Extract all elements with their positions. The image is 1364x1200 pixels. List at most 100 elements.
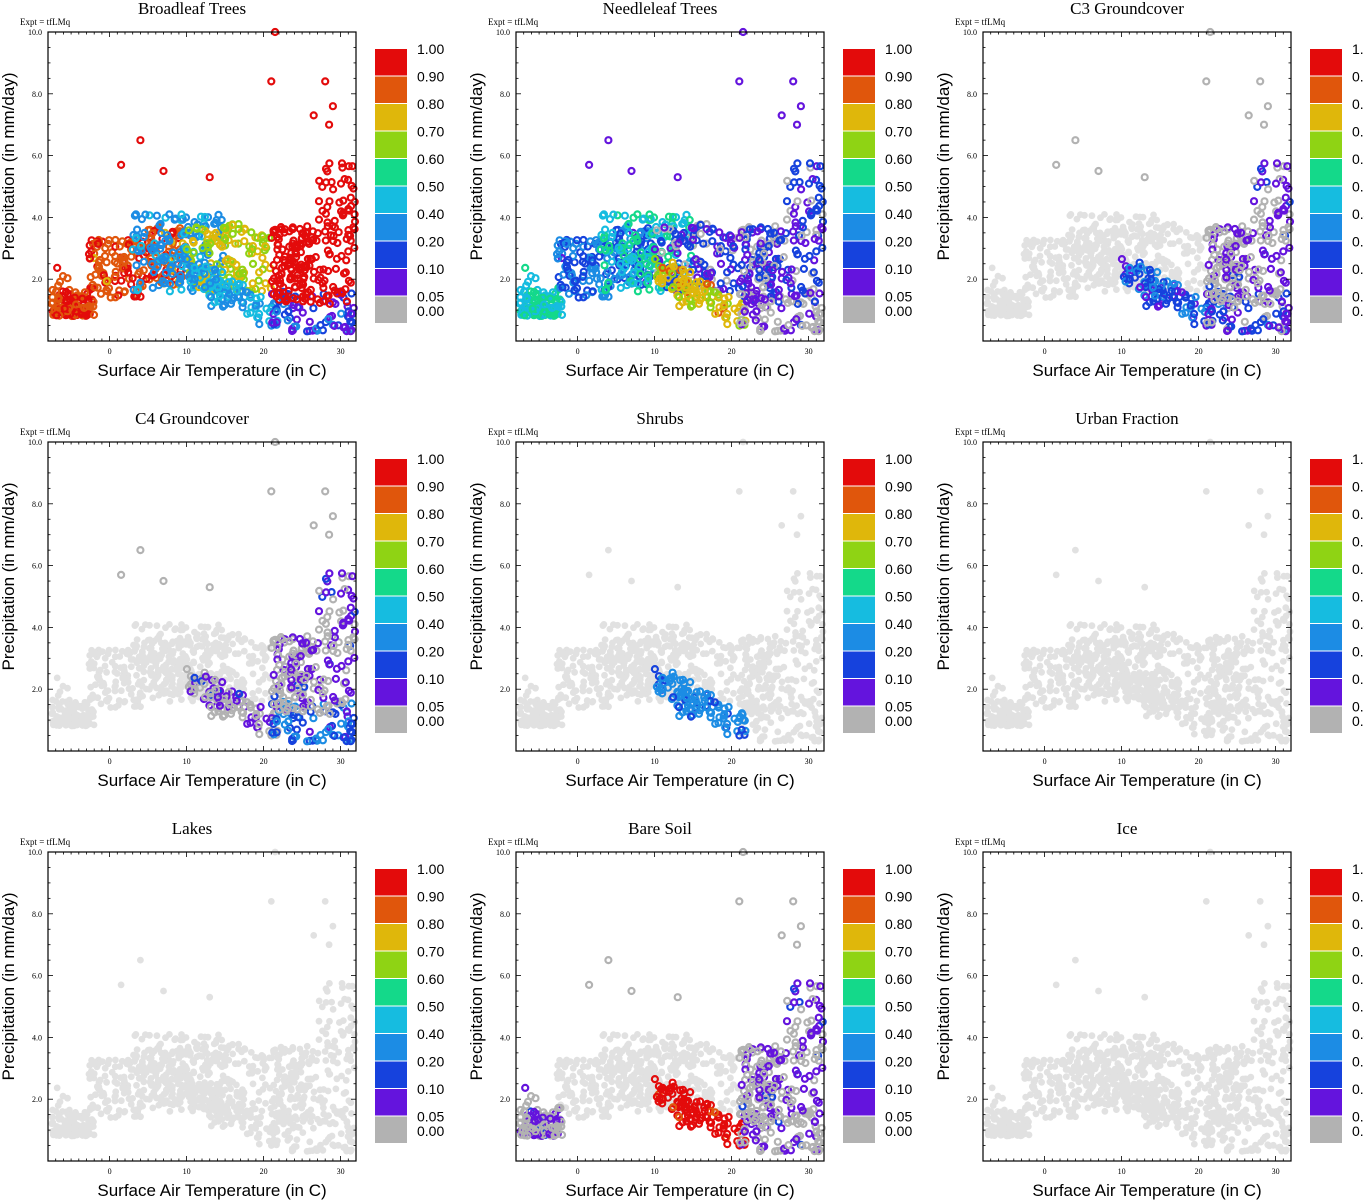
data-point [80, 714, 88, 722]
data-point [149, 694, 157, 702]
data-point [48, 710, 56, 718]
data-point [142, 685, 150, 693]
data-point [573, 646, 581, 654]
data-point [124, 268, 133, 277]
data-point [1066, 212, 1074, 220]
colorbar-swatch [375, 651, 407, 678]
data-point [778, 714, 785, 722]
data-point [96, 289, 106, 298]
data-point [635, 673, 643, 680]
data-point [571, 696, 578, 704]
colorbar-label: 0.40 [417, 206, 444, 222]
data-point [1265, 216, 1274, 225]
data-point [1194, 254, 1201, 262]
data-point [690, 634, 697, 642]
colorbar-swatch [1310, 159, 1342, 186]
data-point [579, 235, 588, 245]
data-point [203, 213, 213, 222]
colorbar-swatch [1310, 104, 1342, 131]
data-point [793, 197, 802, 206]
data-point [812, 658, 820, 665]
data-point [657, 248, 666, 257]
data-point [815, 289, 824, 298]
data-point [79, 303, 89, 312]
expt-label: Expt = tfLMq [20, 17, 71, 27]
data-point [86, 652, 94, 659]
data-point [331, 264, 340, 273]
x-axis-label: Surface Air Temperature (in C) [1032, 361, 1261, 380]
colorbar-label: 0.90 [417, 479, 444, 495]
data-point [154, 257, 163, 266]
data-point [150, 243, 159, 252]
data-point [615, 654, 622, 662]
colorbar-label: 0.40 [417, 616, 444, 632]
data-point [176, 685, 184, 693]
data-point [84, 250, 94, 259]
data-point [723, 687, 731, 694]
data-point [716, 259, 726, 268]
panel-title: Broadleaf Trees [138, 0, 246, 18]
colorbar-label: 0.70 [885, 124, 912, 140]
data-point [1064, 275, 1071, 282]
data-point [792, 725, 800, 733]
y-tick-label: 2.0 [32, 685, 42, 694]
scatter-points [515, 27, 828, 336]
colorbar-swatch [1310, 186, 1342, 213]
data-point [248, 279, 257, 288]
colorbar-swatch [375, 159, 407, 186]
data-point [699, 650, 707, 658]
data-point [686, 653, 694, 661]
data-point [1075, 233, 1083, 241]
data-point [205, 583, 214, 592]
data-point [539, 704, 547, 712]
x-tick-label: 20 [1195, 347, 1203, 356]
y-axis-label: Precipitation (in mm/day) [467, 72, 486, 260]
data-point [239, 708, 248, 718]
data-point [586, 237, 595, 246]
data-point [322, 588, 331, 597]
data-point [627, 166, 636, 176]
colorbar-label: 0.60 [1352, 151, 1364, 167]
data-point [1263, 102, 1273, 111]
data-point [616, 640, 624, 647]
data-point [178, 696, 185, 703]
data-point [308, 227, 317, 236]
data-point [62, 297, 72, 306]
data-point [159, 166, 168, 176]
data-point [321, 619, 330, 628]
data-point [167, 673, 175, 680]
y-tick-label: 10.0 [963, 28, 977, 37]
data-point [292, 725, 301, 734]
data-point [311, 253, 320, 262]
y-tick-label: 8.0 [32, 500, 42, 509]
data-point [85, 706, 92, 714]
y-tick-label: 2.0 [967, 275, 977, 284]
colorbar-label: 0.20 [417, 644, 444, 660]
data-point [1196, 242, 1204, 250]
data-point [1157, 224, 1164, 232]
data-point [1184, 280, 1192, 287]
data-point [55, 705, 63, 713]
data-point [140, 643, 148, 651]
data-point [1226, 283, 1235, 292]
data-point [1191, 292, 1200, 302]
data-point [1263, 185, 1273, 194]
data-point [61, 715, 69, 723]
data-point [799, 264, 809, 273]
data-point [607, 232, 616, 242]
data-point [1103, 255, 1110, 263]
data-point [637, 659, 645, 666]
data-point [664, 663, 672, 671]
colorbar-label: 0.50 [417, 589, 444, 605]
data-point [211, 218, 220, 228]
data-point [337, 309, 346, 318]
colorbar-label: 0.00 [885, 303, 912, 319]
data-point [520, 698, 528, 705]
data-point [291, 283, 300, 292]
colorbar-swatch [1310, 241, 1342, 268]
data-point [987, 288, 995, 295]
data-point [1047, 293, 1054, 301]
data-point [760, 315, 770, 324]
data-point [622, 668, 630, 675]
